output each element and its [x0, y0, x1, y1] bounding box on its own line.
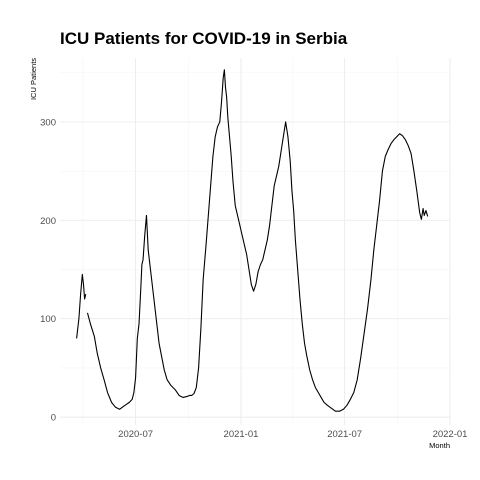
x-axis-label: Month — [429, 441, 450, 450]
chart-title: ICU Patients for COVID-19 in Serbia — [60, 29, 348, 48]
x-tick-label: 2021-01 — [224, 429, 259, 440]
x-tick-label: 2021-07 — [327, 429, 362, 440]
x-tick-label: 2020-07 — [118, 429, 153, 440]
series-lines — [76, 69, 429, 412]
y-tick-label: 300 — [40, 117, 56, 128]
y-tick-labels: 0 100 200 300 — [40, 117, 56, 423]
grid — [60, 58, 451, 425]
y-axis-label: ICU Patients — [29, 58, 38, 100]
y-tick-label: 0 — [51, 413, 56, 424]
series-line — [86, 69, 429, 412]
x-tick-labels: 2020-07 2021-01 2021-07 2022-01 — [118, 429, 467, 440]
y-tick-label: 100 — [40, 314, 56, 325]
series-line — [76, 273, 87, 339]
x-tick-label: 2022-01 — [433, 429, 468, 440]
y-tick-label: 200 — [40, 216, 56, 227]
